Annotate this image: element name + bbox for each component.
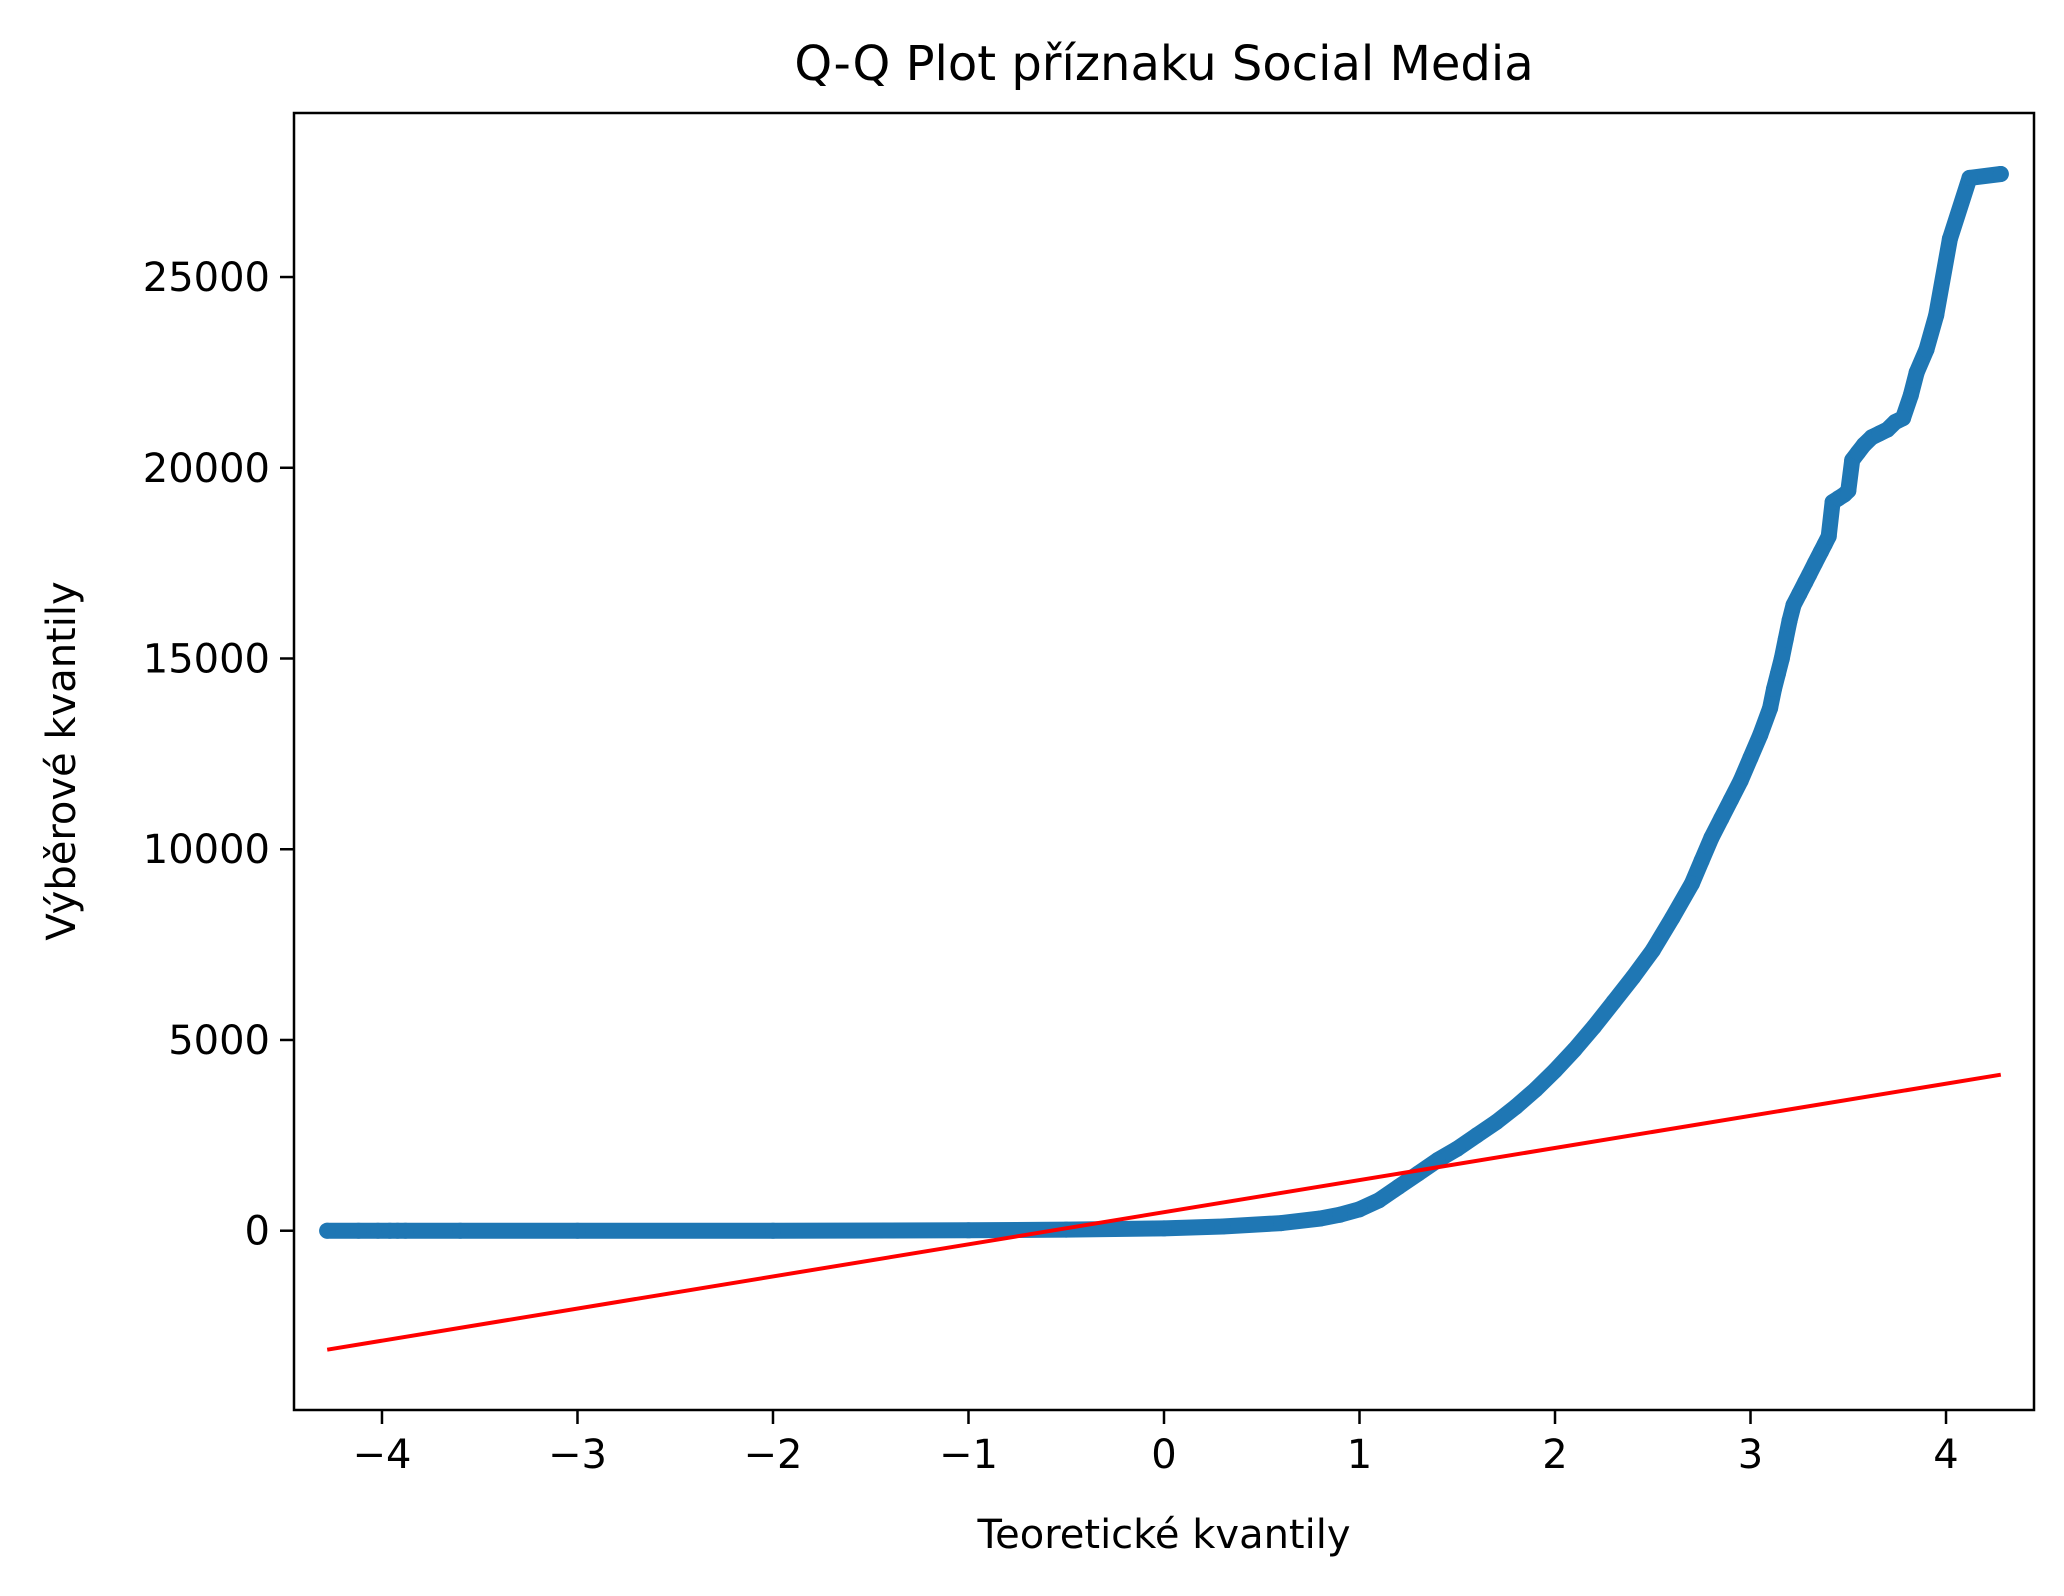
data-point <box>1449 1140 1466 1157</box>
data-point <box>319 1222 336 1239</box>
x-tick-label: −4 <box>352 1432 411 1478</box>
data-point <box>1918 341 1935 358</box>
data-point <box>1351 1201 1368 1218</box>
data-point <box>1332 1206 1348 1223</box>
data-point <box>1547 1062 1563 1079</box>
data-point <box>1625 969 1642 985</box>
data-point <box>1683 875 1700 892</box>
data-point <box>1941 230 1958 247</box>
y-axis-label: Výběrové kvantily <box>39 581 85 940</box>
x-axis-ticks: −4 −3 −2 −1 0 1 2 3 4 <box>352 1410 1959 1478</box>
data-point <box>1723 791 1739 808</box>
data-point <box>1769 665 1786 682</box>
data-point <box>1713 810 1730 827</box>
data-point <box>1312 1210 1329 1227</box>
data-point <box>1429 1152 1446 1169</box>
y-tick-label: 0 <box>245 1209 270 1255</box>
data-point <box>1507 1098 1524 1115</box>
x-tick-label: 3 <box>1738 1432 1763 1478</box>
data-point <box>1371 1192 1388 1209</box>
data-point <box>569 1222 586 1239</box>
data-point <box>1928 307 1945 324</box>
data-point <box>1605 993 1622 1010</box>
data-point <box>1732 772 1749 789</box>
x-tick-label: −2 <box>744 1432 803 1478</box>
x-tick-label: 4 <box>1933 1432 1958 1478</box>
x-tick-label: 0 <box>1151 1432 1176 1478</box>
x-axis-label: Teoretické kvantily <box>976 1512 1350 1558</box>
x-tick-label: −1 <box>939 1432 998 1478</box>
data-point <box>1214 1218 1231 1235</box>
data-point <box>1777 631 1794 648</box>
x-tick-label: 2 <box>1542 1432 1567 1478</box>
data-point <box>1566 1041 1583 1058</box>
x-tick-label: −3 <box>548 1432 607 1478</box>
y-tick-label: 25000 <box>143 255 270 301</box>
data-point <box>1766 681 1782 697</box>
data-point <box>1693 852 1710 869</box>
data-point <box>1644 942 1661 959</box>
data-point <box>452 1222 469 1239</box>
data-point <box>1488 1114 1505 1130</box>
data-point <box>765 1222 781 1239</box>
data-point <box>1820 528 1837 545</box>
data-point <box>1752 726 1769 743</box>
data-point <box>1773 650 1790 667</box>
plot-area <box>319 166 2009 1352</box>
data-point <box>370 1222 387 1239</box>
data-point <box>1902 387 1919 404</box>
data-point <box>1781 612 1798 629</box>
data-point <box>1840 482 1857 499</box>
data-point <box>1703 829 1720 846</box>
data-point <box>397 1222 414 1239</box>
data-point <box>1742 749 1759 766</box>
data-point <box>1527 1081 1544 1098</box>
y-tick-label: 10000 <box>143 827 270 873</box>
data-point <box>1273 1215 1290 1232</box>
data-point <box>960 1222 977 1239</box>
y-axis-ticks: 0 5000 10000 15000 20000 25000 <box>143 255 294 1255</box>
data-point <box>1390 1178 1407 1195</box>
data-point <box>1908 364 1925 381</box>
data-point <box>1762 700 1779 717</box>
y-tick-label: 5000 <box>168 1018 270 1064</box>
data-point <box>1961 169 1978 186</box>
data-point <box>1586 1018 1603 1035</box>
y-tick-label: 20000 <box>143 446 270 492</box>
x-tick-label: 1 <box>1347 1432 1372 1478</box>
data-point <box>1156 1220 1172 1237</box>
data-point <box>1664 909 1681 926</box>
reference-line <box>326 1072 2002 1352</box>
data-point <box>1895 410 1911 427</box>
chart-title: Q-Q Plot příznaku Social Media <box>794 36 1533 92</box>
data-point <box>350 1222 367 1239</box>
y-tick-label: 15000 <box>143 637 270 683</box>
data-point <box>1468 1127 1485 1144</box>
data-point <box>1992 166 2009 182</box>
